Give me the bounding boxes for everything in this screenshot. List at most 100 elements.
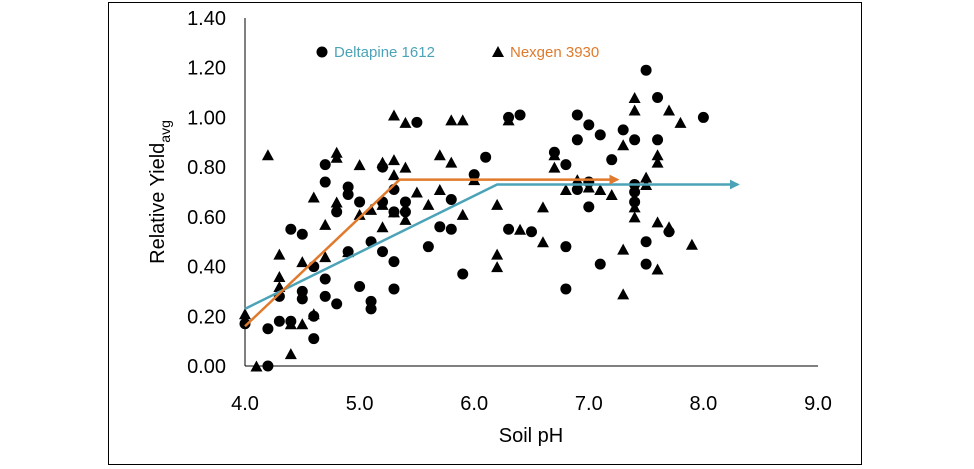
data-point-deltapine <box>560 241 572 253</box>
data-point-nexgen <box>330 196 343 208</box>
data-point-nexgen <box>651 263 664 275</box>
data-point-deltapine <box>319 290 331 302</box>
data-point-nexgen <box>296 318 309 330</box>
x-tick-labels: 4.0 5.0 6.0 7.0 8.0 9.0 <box>231 393 832 415</box>
data-point-nexgen <box>628 92 641 104</box>
data-point-deltapine <box>571 134 583 146</box>
data-point-nexgen <box>548 161 561 173</box>
data-point-nexgen <box>559 184 572 196</box>
data-point-deltapine <box>239 318 251 330</box>
data-point-deltapine <box>445 223 457 235</box>
data-point-deltapine <box>399 196 411 208</box>
y-tick-label: 1.00 <box>187 107 226 129</box>
data-point-nexgen <box>617 139 630 151</box>
data-point-nexgen <box>651 216 664 228</box>
data-point-nexgen <box>536 236 549 248</box>
data-point-nexgen <box>605 188 618 200</box>
data-point-nexgen <box>674 116 687 128</box>
x-tick-label: 6.0 <box>460 393 488 415</box>
data-point-nexgen <box>433 184 446 196</box>
data-point-nexgen <box>387 109 400 121</box>
trend-line-deltapine <box>244 179 740 310</box>
data-point-deltapine <box>377 246 389 258</box>
data-point-nexgen <box>376 156 389 168</box>
data-point-deltapine <box>262 323 274 335</box>
data-point-deltapine <box>331 298 343 310</box>
data-point-deltapine <box>526 226 537 238</box>
data-point-deltapine <box>388 283 400 295</box>
data-point-deltapine <box>571 184 583 196</box>
data-point-deltapine <box>365 303 377 315</box>
data-point-deltapine <box>652 134 664 146</box>
data-point-deltapine <box>514 109 526 121</box>
data-point-deltapine <box>308 333 320 345</box>
data-point-nexgen <box>399 213 412 225</box>
y-axis-title-subscript: avg <box>157 120 173 143</box>
data-point-nexgen <box>410 186 423 198</box>
x-tick-label: 5.0 <box>346 393 374 415</box>
data-point-nexgen <box>628 211 641 223</box>
data-point-nexgen <box>387 206 400 218</box>
data-point-nexgen <box>319 218 332 230</box>
data-point-nexgen <box>628 104 641 116</box>
data-point-deltapine <box>594 129 606 141</box>
data-point-nexgen <box>250 360 263 372</box>
data-point-nexgen <box>536 201 549 213</box>
legend-triangle-marker <box>492 46 504 57</box>
data-point-nexgen <box>261 149 274 161</box>
x-axis-title: Soil pH <box>499 425 563 447</box>
data-point-nexgen <box>387 154 400 166</box>
legend: Deltapine 1612 Nexgen 3930 <box>316 44 599 61</box>
data-point-deltapine <box>273 315 285 327</box>
data-point-nexgen <box>456 114 469 126</box>
data-point-deltapine <box>617 124 629 136</box>
data-point-nexgen <box>307 191 320 203</box>
data-point-nexgen <box>284 348 297 360</box>
data-point-deltapine <box>354 196 366 208</box>
data-point-nexgen <box>273 271 286 283</box>
x-tick-label: 9.0 <box>804 393 832 415</box>
y-tick-label: 1.20 <box>187 58 226 80</box>
data-point-nexgen <box>651 149 664 161</box>
data-point-nexgen <box>284 318 297 330</box>
data-point-nexgen <box>582 181 595 193</box>
data-point-deltapine <box>640 64 652 76</box>
data-point-deltapine <box>503 223 515 235</box>
data-point-deltapine <box>571 109 583 121</box>
data-point-deltapine <box>411 116 423 128</box>
y-axis-title-main: Relative Yield <box>147 143 169 264</box>
data-point-nexgen <box>307 308 320 320</box>
data-point-nexgen <box>399 116 412 128</box>
y-tick-label: 1.40 <box>187 8 226 30</box>
legend-circle-marker <box>316 46 328 58</box>
data-point-deltapine <box>652 92 664 104</box>
data-point-nexgen <box>433 149 446 161</box>
y-tick-label: 0.00 <box>187 356 226 378</box>
data-point-deltapine <box>399 206 411 218</box>
y-tick-label: 0.60 <box>187 207 226 229</box>
data-point-nexgen <box>685 238 698 250</box>
data-point-deltapine <box>594 258 606 270</box>
legend-label-nexgen: Nexgen 3930 <box>510 44 599 61</box>
data-point-nexgen <box>456 208 469 220</box>
y-tick-label: 0.20 <box>187 306 226 328</box>
legend-label-deltapine: Deltapine 1612 <box>334 44 435 61</box>
data-point-deltapine <box>262 360 274 372</box>
data-point-nexgen <box>491 261 504 273</box>
data-point-nexgen <box>353 208 366 220</box>
data-point-deltapine <box>296 228 308 240</box>
data-point-nexgen <box>387 169 400 181</box>
data-point-deltapine <box>583 119 595 131</box>
data-point-deltapine <box>697 111 709 123</box>
data-point-deltapine <box>640 258 652 270</box>
data-point-nexgen <box>514 223 527 235</box>
data-point-deltapine <box>560 283 572 295</box>
data-point-deltapine <box>457 268 469 280</box>
data-point-nexgen <box>422 198 435 210</box>
data-point-nexgen <box>353 159 366 171</box>
chart-border <box>108 2 862 465</box>
data-point-deltapine <box>640 236 652 248</box>
data-points <box>239 64 709 372</box>
